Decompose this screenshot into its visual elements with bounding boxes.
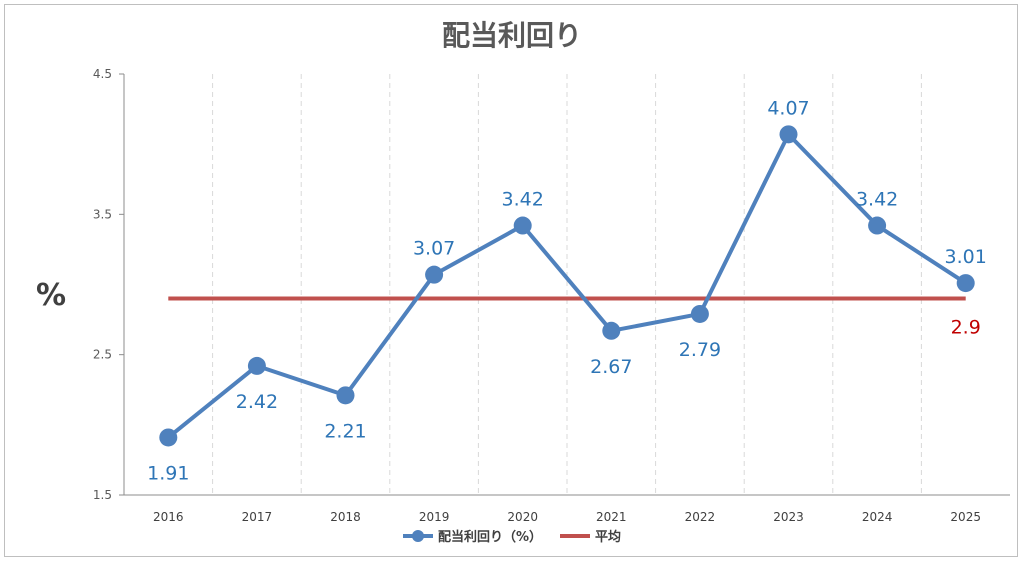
x-tick-label: 2025 [950, 510, 981, 524]
y-tick-label: 2.5 [93, 348, 112, 362]
chart-frame [4, 4, 1018, 557]
legend-label-yield: 配当利回り（%） [437, 530, 542, 545]
data-label: 3.01 [945, 246, 987, 268]
x-tick-label: 2019 [419, 510, 450, 524]
x-tick-label: 2018 [330, 510, 361, 524]
data-point [779, 125, 798, 144]
data-label: 1.91 [147, 462, 189, 484]
data-point [956, 274, 975, 293]
y-axis-label: % [36, 278, 67, 313]
x-tick-label: 2016 [153, 510, 184, 524]
data-label: 4.07 [767, 97, 809, 119]
x-tick-label: 2021 [596, 510, 627, 524]
data-point [602, 321, 621, 340]
data-label: 2.42 [236, 391, 278, 413]
legend-item-yield: 配当利回り（%） [402, 526, 542, 545]
data-label: 2.79 [679, 339, 721, 361]
data-point [425, 265, 444, 284]
series-line-yield [167, 132, 967, 440]
legend-line-icon [560, 530, 590, 542]
data-point [247, 356, 266, 375]
legend-item-average: 平均 [560, 526, 621, 545]
x-tick-label: 2017 [242, 510, 273, 524]
data-point [513, 216, 532, 235]
legend-label-average: 平均 [595, 530, 622, 545]
data-label: 2.21 [324, 420, 366, 442]
x-tick-label: 2023 [773, 510, 804, 524]
x-tick-label: 2022 [685, 510, 716, 524]
data-point [159, 428, 178, 447]
chart-title: 配当利回り [441, 19, 582, 52]
data-label: 2.67 [590, 356, 632, 378]
average-data-label: 2.9 [951, 317, 981, 339]
x-tick-label: 2024 [862, 510, 893, 524]
data-point [868, 216, 887, 235]
x-tick-label: 2020 [507, 510, 538, 524]
data-label: 3.07 [413, 238, 455, 260]
data-point [336, 386, 355, 405]
legend-line-marker-icon [402, 529, 433, 542]
y-tick-label: 1.5 [93, 488, 112, 502]
chart-legend: 配当利回り（%） 平均 [0, 526, 1024, 545]
y-tick-label: 3.5 [93, 207, 112, 221]
y-tick-label: 4.5 [93, 67, 112, 81]
data-label: 3.42 [502, 189, 544, 211]
data-point [690, 304, 709, 323]
data-label: 3.42 [856, 189, 898, 211]
